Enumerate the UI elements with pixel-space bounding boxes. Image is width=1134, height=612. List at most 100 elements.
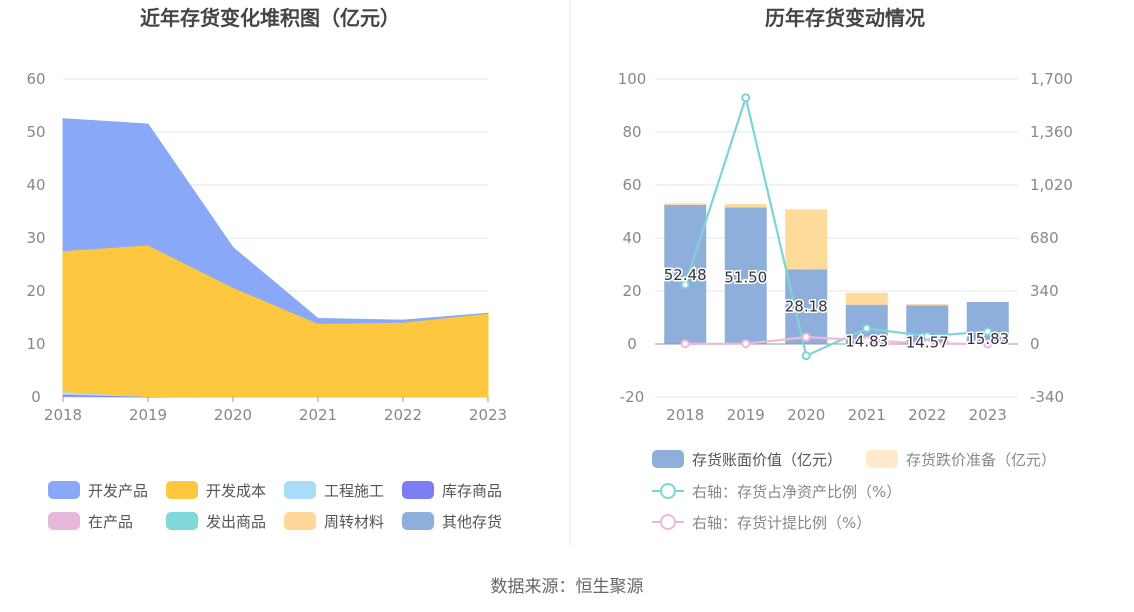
line-point xyxy=(862,335,872,345)
left-y-tick-label: 60 xyxy=(26,70,45,88)
legend-label: 存货账面价值（亿元） xyxy=(692,451,842,469)
left-y-tick-label: 0 xyxy=(31,388,41,406)
legend-swatch xyxy=(402,512,434,530)
legend-label: 工程施工 xyxy=(324,482,384,500)
right-y-tick-label: 60 xyxy=(622,176,641,194)
right-legend[interactable]: 存货账面价值（亿元） 存货跌价准备（亿元） 右轴：存货占净资产比例（%） 右轴：存货计… xyxy=(652,450,1056,532)
left-x-axis: 2018 2019 2020 2021 2022 2023 xyxy=(44,397,507,424)
line-series-1 xyxy=(684,93,988,358)
legend-swatch xyxy=(402,481,434,499)
right-y2-tick-label: 1,020 xyxy=(1030,176,1073,194)
left-x-tick-label: 2021 xyxy=(299,406,337,424)
right-y2-tick-label: 340 xyxy=(1030,282,1059,300)
line-series-2 xyxy=(685,336,988,346)
right-y-tick-label: 40 xyxy=(622,229,641,247)
legend-swatch xyxy=(166,512,198,530)
area-开发成本 xyxy=(62,244,489,398)
left-y-tick-label: 30 xyxy=(26,229,45,247)
right-grid: -20 -340 0 0 20 340 40 680 60 1,020 80 1,360 100 1,70… xyxy=(618,70,1073,406)
legend-label: 在产品 xyxy=(88,513,133,531)
right-y2-tick-label: 1,360 xyxy=(1030,123,1073,141)
bar-inventory-value xyxy=(966,302,1009,344)
legend-label: 右轴：存货占净资产比例（%） xyxy=(692,483,901,501)
right-bars xyxy=(655,203,1018,345)
left-x-tick-label: 2020 xyxy=(214,406,252,424)
right-x-tick-label: 2023 xyxy=(969,406,1007,424)
right-x-tick-label: 2019 xyxy=(727,406,765,424)
line-point xyxy=(983,339,993,349)
legend-swatch xyxy=(48,481,80,499)
line-point xyxy=(801,332,811,342)
right-chart-title: 历年存货变动情况 xyxy=(765,6,925,30)
bar-impairment-reserve xyxy=(845,292,888,305)
line-point xyxy=(983,327,993,337)
right-x-tick-label: 2018 xyxy=(666,406,704,424)
bar-impairment-reserve xyxy=(724,204,767,208)
right-y-tick-label: 80 xyxy=(622,123,641,141)
area-开发产品 xyxy=(62,118,489,324)
line-point xyxy=(801,351,811,361)
legend-marker xyxy=(660,514,676,530)
line-point xyxy=(741,339,751,349)
left-x-tick-label: 2019 xyxy=(129,406,167,424)
bar-impairment-reserve xyxy=(906,304,949,306)
line-point xyxy=(680,339,690,349)
right-y-tick-label: 20 xyxy=(622,282,641,300)
right-y2-tick-label: 680 xyxy=(1030,229,1059,247)
right-x-tick-label: 2020 xyxy=(787,406,825,424)
source-note: 数据来源：恒生聚源 xyxy=(491,577,644,597)
right-y2-tick-label: 0 xyxy=(1030,335,1040,353)
legend-label: 存货跌价准备（亿元） xyxy=(906,451,1056,469)
line-point xyxy=(922,339,932,349)
right-y-tick-label: 100 xyxy=(618,70,647,88)
legend-label: 开发产品 xyxy=(88,482,148,500)
legend-label: 发出商品 xyxy=(206,513,266,531)
left-y-tick-label: 10 xyxy=(26,335,45,353)
line-point xyxy=(741,93,751,103)
legend-swatch xyxy=(652,450,684,468)
right-lines xyxy=(680,93,993,361)
legend-label: 开发成本 xyxy=(206,482,266,500)
left-areas xyxy=(62,118,489,398)
legend-label: 周转材料 xyxy=(324,513,384,531)
right-y2-tick-label: -340 xyxy=(1030,388,1064,406)
bar-inventory-value xyxy=(664,204,707,344)
left-y-tick-label: 40 xyxy=(26,176,45,194)
bar-impairment-reserve xyxy=(785,209,828,270)
left-x-tick-label: 2023 xyxy=(469,406,507,424)
right-y-tick-label: 0 xyxy=(627,335,637,353)
legend-label: 库存商品 xyxy=(442,482,502,500)
right-y2-tick-label: 1,700 xyxy=(1030,70,1073,88)
bar-inventory-value xyxy=(724,207,767,344)
bar-data-label: 51.50 xyxy=(724,269,767,287)
left-chart-title: 近年存货变化堆积图（亿元） xyxy=(140,6,400,30)
left-x-tick-label: 2022 xyxy=(384,406,422,424)
left-y-tick-label: 50 xyxy=(26,123,45,141)
bar-inventory-value xyxy=(785,269,828,344)
bar-data-label: 15.83 xyxy=(966,330,1009,348)
bar-impairment-reserve xyxy=(664,203,707,205)
legend-swatch xyxy=(284,481,316,499)
legend-swatch xyxy=(284,512,316,530)
legend-swatch xyxy=(48,512,80,530)
right-bar-labels: 52.48 51.50 28.18 14.83 14.57 15.83 xyxy=(662,264,1010,352)
legend-label: 其他存货 xyxy=(442,513,502,531)
legend-swatch xyxy=(166,481,198,499)
legend-swatch xyxy=(866,450,898,468)
legend-label: 右轴：存货计提比例（%） xyxy=(692,514,871,532)
line-point xyxy=(862,323,872,333)
right-x-tick-label: 2021 xyxy=(848,406,886,424)
right-x-axis: 2018 2019 2020 2021 2022 2023 xyxy=(666,406,1007,424)
bar-data-label: 14.57 xyxy=(906,333,949,351)
line-point xyxy=(680,280,690,290)
bar-data-label: 14.83 xyxy=(845,333,888,351)
left-y-tick-label: 20 xyxy=(26,282,45,300)
legend-marker xyxy=(660,483,676,499)
right-x-tick-label: 2022 xyxy=(908,406,946,424)
left-x-tick-label: 2018 xyxy=(44,406,82,424)
bar-data-label: 52.48 xyxy=(664,266,707,284)
right-y-tick-label: -20 xyxy=(620,388,645,406)
bar-data-label: 28.18 xyxy=(785,297,828,315)
